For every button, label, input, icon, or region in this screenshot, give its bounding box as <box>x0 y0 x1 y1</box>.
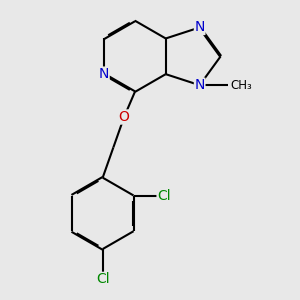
Text: Cl: Cl <box>96 272 110 286</box>
Text: N: N <box>99 67 109 81</box>
Text: N: N <box>194 78 205 92</box>
Text: N: N <box>194 20 205 34</box>
Text: O: O <box>119 110 130 124</box>
Text: Cl: Cl <box>157 188 171 203</box>
Text: CH₃: CH₃ <box>230 79 252 92</box>
